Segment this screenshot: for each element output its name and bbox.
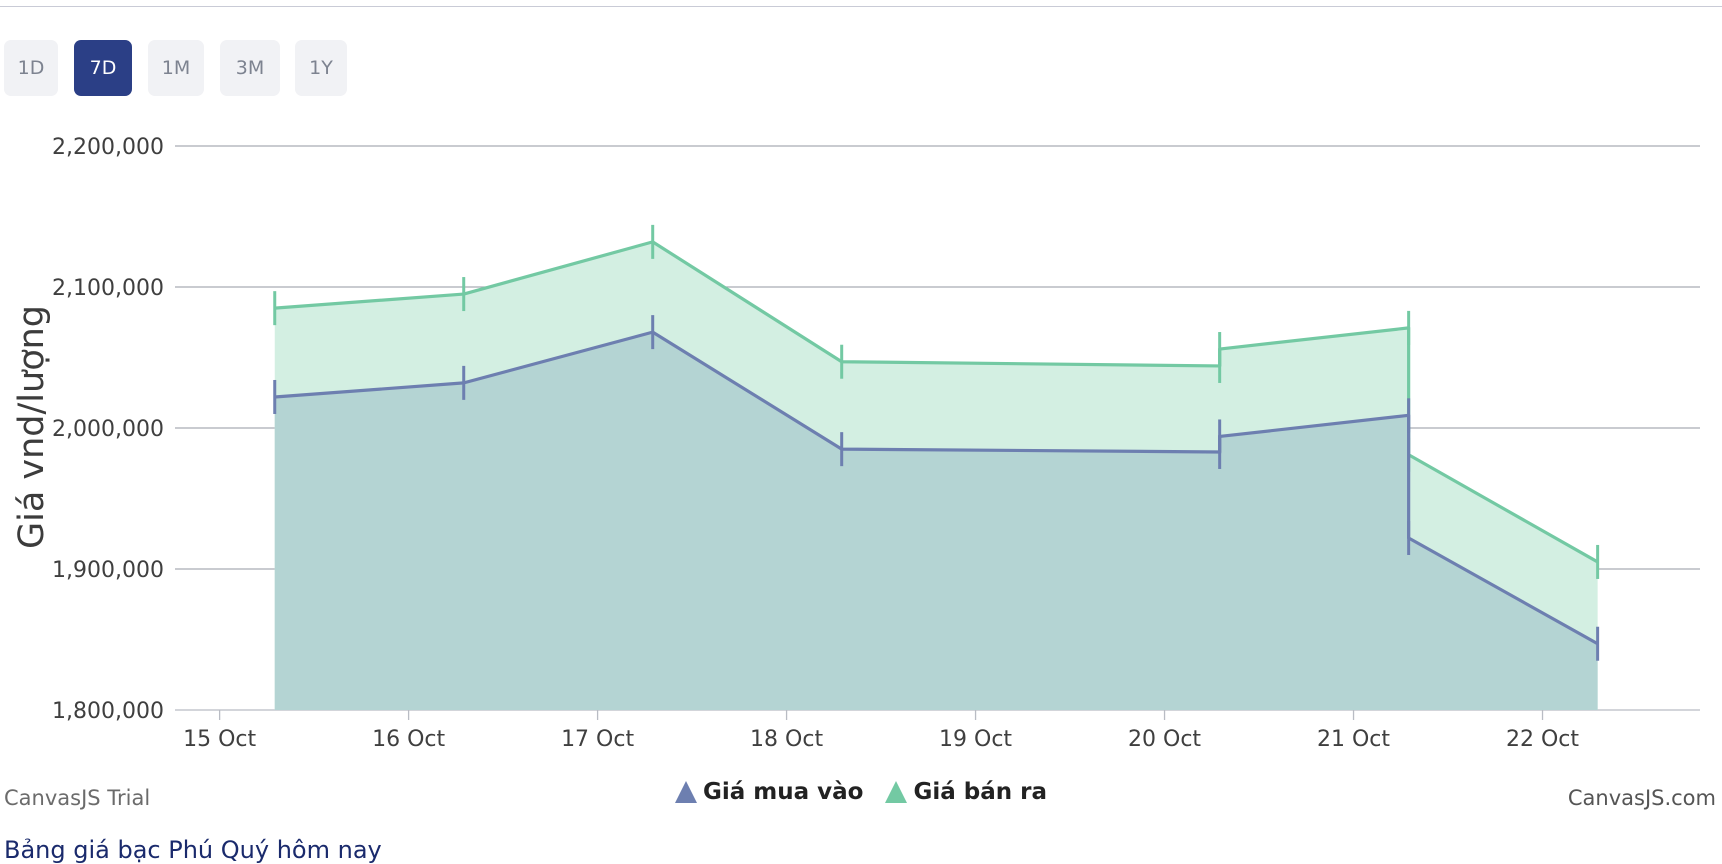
range-button-1d[interactable]: 1D: [4, 40, 58, 96]
x-tick-label: 15 Oct: [183, 727, 256, 752]
x-tick-label: 17 Oct: [561, 727, 634, 752]
canvasjs-credit-link[interactable]: CanvasJS.com: [1567, 786, 1716, 810]
y-tick-label: 1,800,000: [52, 699, 164, 724]
range-button-1m[interactable]: 1M: [148, 40, 204, 96]
section-title: Bảng giá bạc Phú Quý hôm nay: [4, 836, 382, 864]
price-chart: 1,800,000 1,900,000 2,000,000 2,100,000 2,20…: [52, 135, 1700, 752]
range-button-1y[interactable]: 1Y: [295, 40, 347, 96]
triangle-marker-icon: [885, 781, 908, 803]
y-tick-label: 1,900,000: [52, 558, 164, 583]
x-tick-label: 21 Oct: [1317, 727, 1390, 752]
series-area-buy: [274, 332, 1598, 710]
x-tick-label: 18 Oct: [750, 727, 823, 752]
triangle-marker-icon: [674, 781, 697, 803]
x-tick-label: 20 Oct: [1128, 727, 1201, 752]
legend-item-buy[interactable]: Giá mua vào: [674, 779, 864, 805]
y-tick-label: 2,100,000: [52, 276, 164, 301]
legend-label-buy: Giá mua vào: [702, 779, 864, 805]
range-button-7d[interactable]: 7D: [74, 40, 132, 96]
legend-label-sell: Giá bán ra: [913, 779, 1047, 805]
y-tick-label: 2,200,000: [52, 135, 164, 160]
x-tick-label: 19 Oct: [939, 727, 1012, 752]
range-button-3m[interactable]: 3M: [220, 40, 280, 96]
y-axis-title: Giá vnd/lượng: [12, 304, 52, 550]
canvasjs-trial-label: CanvasJS Trial: [4, 786, 151, 810]
x-tick-label: 22 Oct: [1506, 727, 1579, 752]
y-tick-label: 2,000,000: [52, 417, 164, 442]
legend-item-sell[interactable]: Giá bán ra: [885, 779, 1047, 805]
top-divider: [0, 6, 1722, 7]
chart-legend: Giá mua vào Giá bán ra: [0, 779, 1722, 805]
x-tick-label: 16 Oct: [372, 727, 445, 752]
